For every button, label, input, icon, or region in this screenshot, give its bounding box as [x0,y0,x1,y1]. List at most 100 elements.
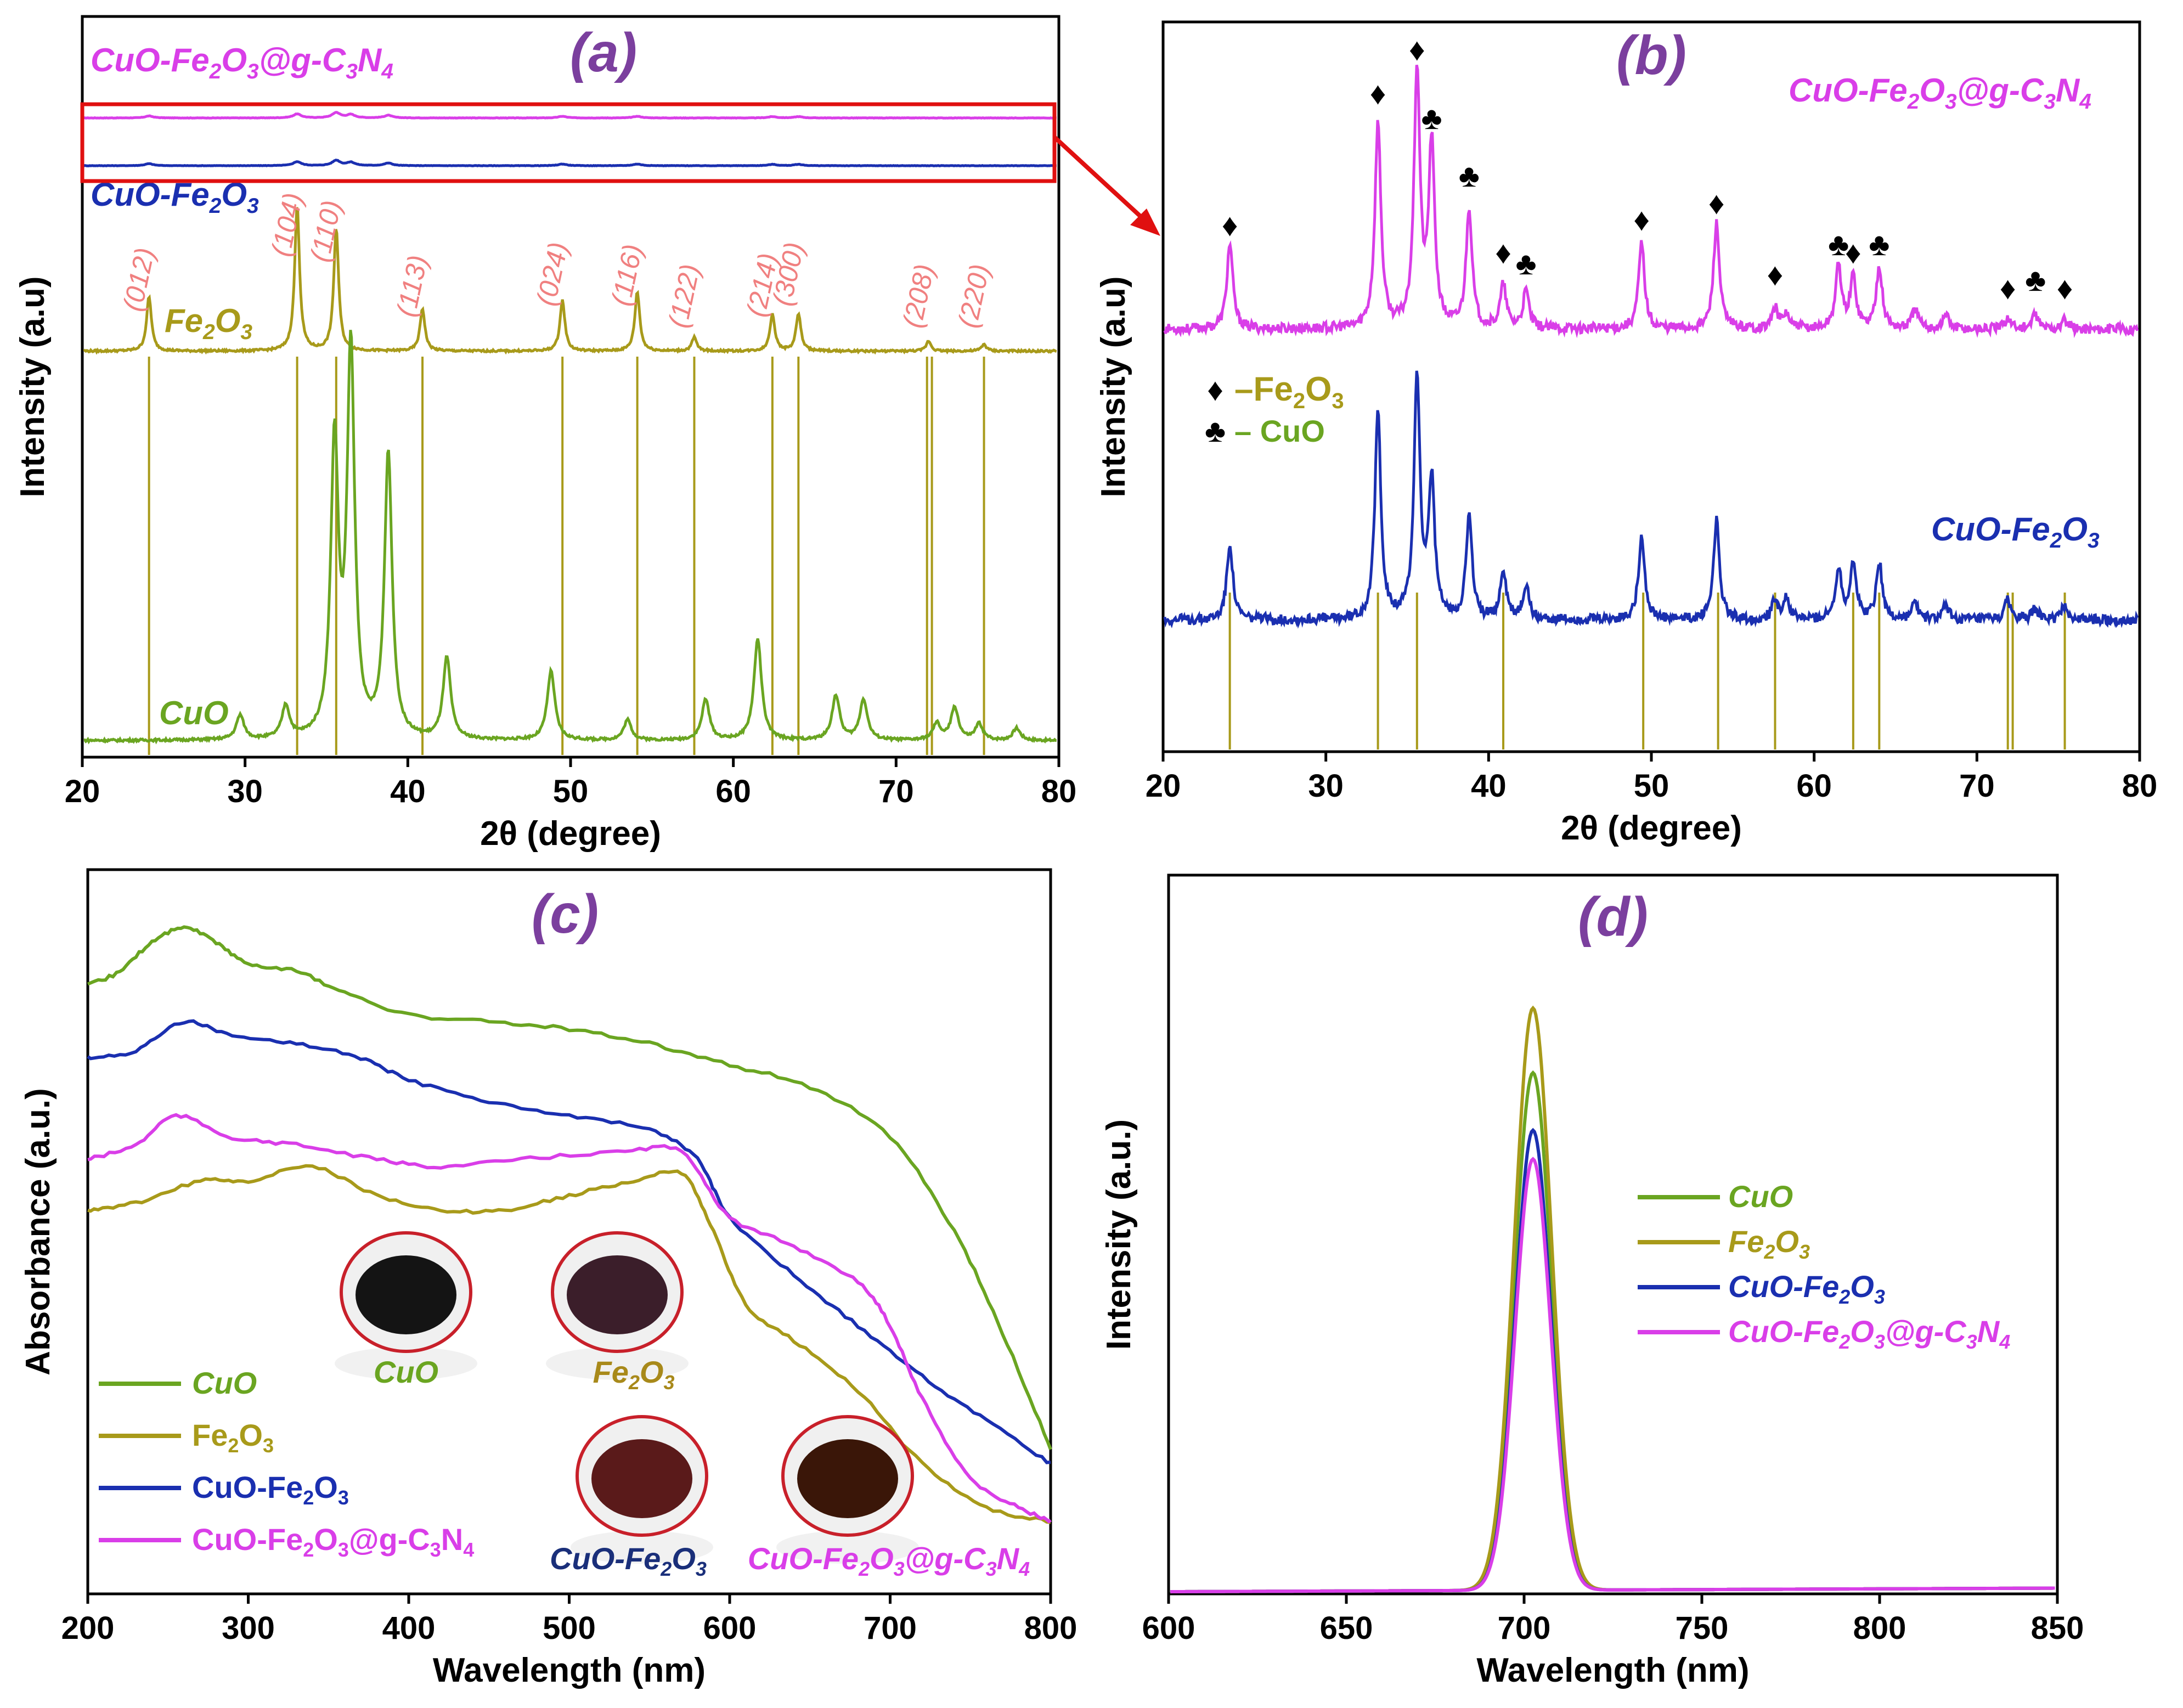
formula-subscript: 3 [2044,90,2056,114]
panel-b-peak-marker-cuo: ♣ [1828,227,1849,262]
formula-subscript: 2 [628,1371,640,1394]
panel-b-peak-marker-fe: ♦ [1708,185,1725,221]
panel-c-photo-powder [591,1439,692,1518]
panel-b-zoom-arrow [1053,136,1146,221]
formula-text: Fe [593,1355,629,1389]
panel-b-peak-marker-fe: ♦ [1633,202,1650,238]
panel-b-peak-marker-cuo: ♣ [1869,227,1889,262]
formula-subscript: 2 [303,1486,314,1509]
panel-c-x-tick-label: 200 [61,1610,115,1646]
formula-subscript: 2 [209,194,222,218]
formula-text: CuO-Fe [192,1522,303,1557]
panel-d-x-tick-label: 850 [2031,1610,2084,1646]
panel-b-peak-marker-cuo: ♣ [1421,100,1442,136]
formula-text: –Fe [1234,370,1293,408]
formula-subscript: 4 [463,1538,474,1561]
panel-c-series-line [87,1164,1051,1524]
panel-c-x-tick-label: 500 [543,1610,596,1646]
formula-subscript: 3 [663,1371,674,1394]
panel-c-photo-shadow [546,1347,689,1380]
formula-text: CuO-Fe [192,1470,303,1504]
panel-c-photo-caption: Fe2O3 [593,1355,675,1394]
formula-text: O [2062,511,2088,548]
panel-c-photo-shadow [335,1347,477,1380]
panel-a-series-line [84,111,1057,120]
panel-a-x-tick-label: 70 [878,774,914,809]
panel-b-legend-cuo-symbol: ♣ [1205,413,1226,449]
formula-text: N [441,1522,463,1557]
panel-c-photo-caption: CuO-Fe2O3 [550,1541,707,1580]
formula-subscript: 2 [1838,1331,1850,1353]
panel-a-label-composite: CuO-Fe2O3@g-C3N4 [91,42,393,83]
formula-text: CuO-Fe [748,1541,859,1576]
panel-b-peak-marker-cuo: ♣ [1459,158,1480,194]
formula-text: CuO [192,1366,257,1400]
formula-subscript: 3 [338,1486,349,1509]
panel-b-peak-marker-fe: ♦ [2000,270,2016,306]
panel-b-peak-marker-fe: ♦ [1222,207,1238,243]
panel-b-legend-fe-symbol: ♦ [1207,372,1223,408]
panel-b-x-tick-label: 20 [1146,768,1181,804]
panel-c-photo-caption: CuO-Fe2O3@g-C3N4 [748,1541,1030,1580]
panel-c-legend-label: CuO [192,1366,257,1400]
panel-a-label-fe2o3: Fe2O3 [165,302,252,344]
panel-d-legend-label: CuO-Fe2O3 [1728,1269,1885,1308]
formula-subscript: 4 [1018,1558,1030,1580]
panel-b-x-tick-label: 30 [1308,768,1344,804]
formula-subscript: 3 [1799,1241,1810,1263]
panel-c-photo-powder [797,1439,898,1518]
formula-text: O [672,1541,696,1576]
formula-text: CuO-Fe [1728,1314,1839,1349]
formula-text: O [239,1418,263,1452]
formula-subscript: 3 [338,1538,349,1561]
panel-b-peak-marker-cuo: ♣ [2025,262,2046,298]
panel-d-legend-label: Fe2O3 [1728,1224,1810,1263]
formula-text: O [870,1541,894,1576]
panel-a-x-axis-label: 2θ (degree) [480,815,661,853]
panel-b-x-tick-label: 70 [1959,768,1995,804]
formula-subscript: 3 [1966,1331,1977,1353]
panel-b-label-cuofe: CuO-Fe2O3 [1931,511,2100,553]
panel-a-x-tick-label: 60 [715,774,751,809]
formula-text: CuO [159,695,229,731]
panel-b-x-tick-label: 80 [2122,768,2158,804]
formula-text: CuO [374,1355,438,1389]
panel-b-series-line [1163,64,2139,339]
formula-subscript: 2 [2050,529,2062,553]
panel-a-x-tick-label: 20 [65,774,100,809]
panel-b-peak-marker-fe: ♦ [2057,270,2073,306]
formula-subscript: 3 [247,194,259,218]
panel-a-title: (a) [570,22,637,83]
panel-c-legend-label: CuO-Fe2O3@g-C3N4 [192,1522,474,1561]
formula-text: N [1977,1314,2000,1349]
formula-subscript: 2 [660,1558,672,1580]
formula-text: Fe [1728,1224,1764,1259]
panel-c-x-tick-label: 800 [1024,1610,1078,1646]
panel-c-legend-label: CuO-Fe2O3 [192,1470,349,1509]
formula-subscript: 2 [303,1538,314,1561]
formula-subscript: 3 [430,1538,441,1561]
panel-d-legend-label: CuO [1728,1179,1793,1214]
formula-text: O [1775,1224,1799,1259]
formula-subscript: 3 [986,1558,997,1580]
formula-subscript: 2 [858,1558,870,1580]
panel-c-legend-label: Fe2O3 [192,1418,274,1457]
formula-text: O [215,302,241,339]
formula-subscript: 3 [346,60,358,83]
panel-b-legend-fe-text: –Fe2O3 [1234,370,1344,413]
formula-subscript: 3 [1874,1286,1885,1308]
panel-c-photo-powder [567,1255,668,1334]
formula-subscript: 4 [2079,90,2091,114]
panel-d-x-tick-label: 700 [1498,1610,1551,1646]
formula-subscript: 2 [1293,389,1305,413]
formula-text: Fe [192,1418,228,1452]
panel-b-title: (b) [1616,25,1686,86]
panel-a-x-tick-label: 50 [553,774,589,809]
panel-b-peak-marker-fe: ♦ [1409,32,1425,67]
panel-b-label-composite: CuO-Fe2O3@g-C3N4 [1789,72,2091,114]
panel-b-peak-marker-fe: ♦ [1767,257,1784,292]
formula-text: O [1919,72,1945,109]
formula-subscript: 4 [381,60,393,83]
